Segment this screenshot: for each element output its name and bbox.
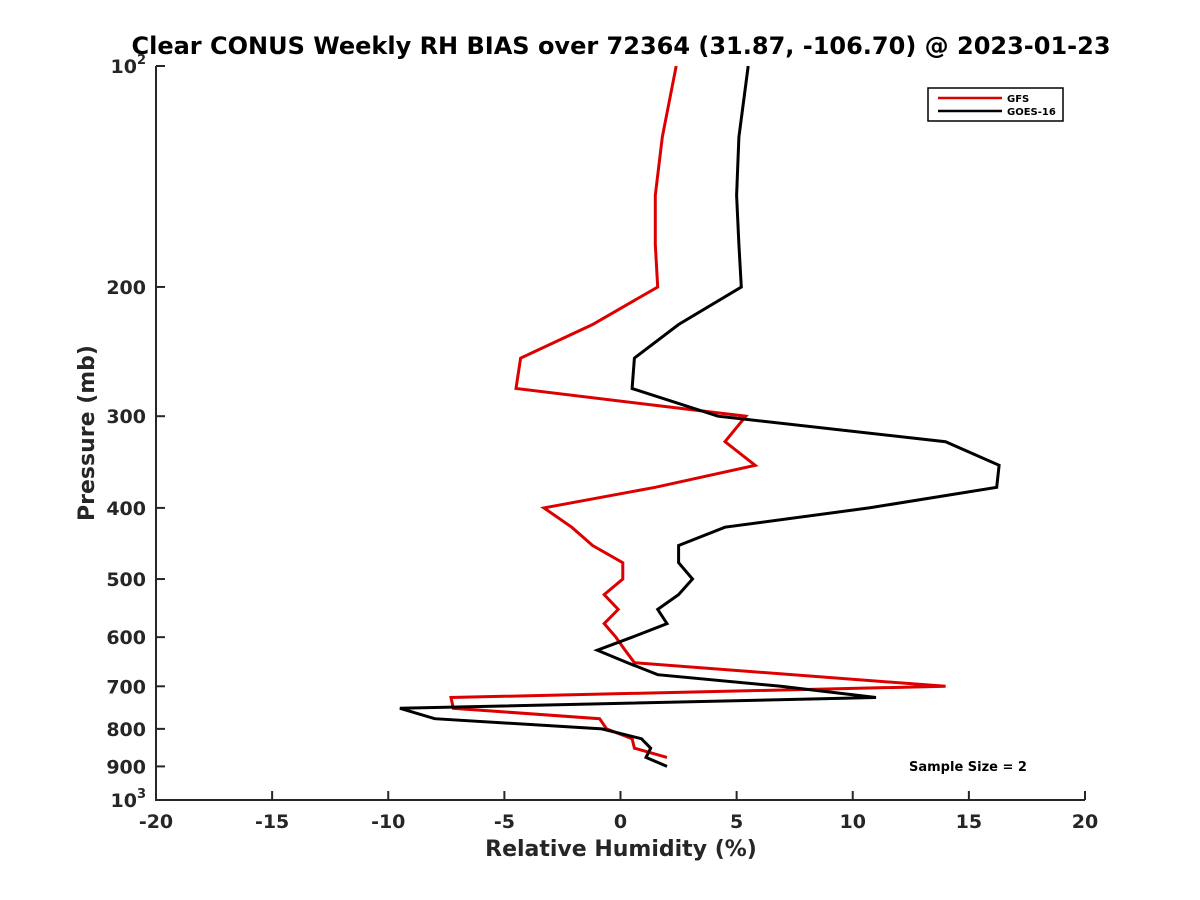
- y-tick-label: 300: [106, 406, 146, 428]
- y-tick-label: 500: [106, 569, 146, 591]
- chart-title: Clear CONUS Weekly RH BIAS over 72364 (3…: [131, 32, 1110, 60]
- legend-box: [927, 87, 1064, 122]
- x-axis-ticks: -20 -15 -10 -5 0 5 10 15 20: [139, 791, 1098, 833]
- y-tick-exponent: 2: [137, 53, 146, 68]
- sample-size-annotation: Sample Size = 2: [909, 760, 1027, 775]
- x-tick-label: -20: [139, 811, 173, 833]
- y-tick-base: 10: [111, 56, 137, 78]
- y-tick-label: 200: [106, 277, 146, 299]
- x-tick-label: -15: [255, 811, 289, 833]
- legend: GFS GOES-16: [927, 87, 1064, 122]
- y-tick-label: 400: [106, 498, 146, 520]
- x-tick-label: -10: [371, 811, 405, 833]
- series-layer: [399, 65, 1001, 768]
- x-tick-label: -5: [494, 811, 515, 833]
- x-tick-label: 15: [956, 811, 982, 833]
- series-line-goes-16: [399, 65, 1001, 768]
- y-tick-label: 103: [111, 787, 147, 812]
- legend-label: GFS: [1007, 94, 1029, 105]
- x-tick-label: 5: [730, 811, 743, 833]
- legend-label: GOES-16: [1007, 107, 1056, 118]
- y-tick-label: 800: [106, 719, 146, 741]
- y-tick-label: 900: [106, 756, 146, 778]
- y-axis-label: Pressure (mb): [75, 345, 100, 521]
- y-tick-label: 102: [111, 53, 147, 78]
- series-line-gfs: [449, 65, 946, 759]
- y-tick-label: 700: [106, 676, 146, 698]
- y-tick-base: 10: [111, 790, 137, 812]
- axes-frame: [155, 66, 1085, 801]
- y-tick-label: 600: [106, 627, 146, 649]
- y-tick-exponent: 3: [137, 787, 146, 802]
- x-tick-label: 20: [1072, 811, 1098, 833]
- x-tick-label: 10: [840, 811, 866, 833]
- x-tick-label: 0: [614, 811, 627, 833]
- x-axis-label: Relative Humidity (%): [485, 837, 757, 862]
